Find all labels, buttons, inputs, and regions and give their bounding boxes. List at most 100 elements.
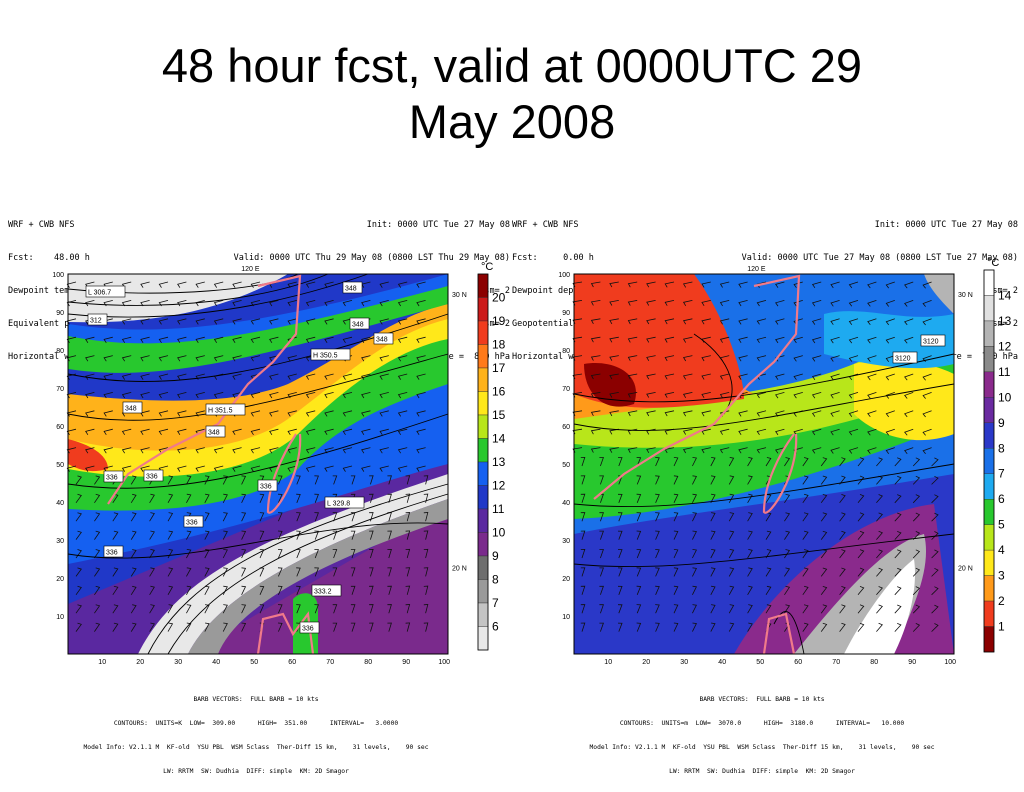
right-wind-barb [580, 604, 586, 614]
left-wind-barb [287, 428, 297, 436]
left-wind-barb [75, 604, 82, 614]
right-contour-label-box [892, 351, 918, 364]
left-x-tick-label: 70 [326, 659, 334, 666]
right-wind-barb [728, 493, 735, 503]
left-wind-barb [269, 300, 279, 307]
left-contour-label-text: 336 [302, 626, 314, 633]
left-wind-barb [94, 493, 101, 504]
left-wind-barb [416, 336, 426, 344]
right-wind-barb [820, 475, 828, 485]
right-wind-barb [747, 457, 753, 467]
left-wind-barb [241, 585, 247, 595]
right-wind-barb [931, 623, 939, 632]
right-wind-barb [775, 300, 785, 307]
right-header-init: Init: 0000 UTC Tue 27 May 08 [874, 220, 1018, 230]
right-contour-label-text: 3120 [923, 339, 939, 346]
right-wind-barb [655, 493, 660, 503]
left-wind-barb [66, 336, 77, 344]
right-contour-line [573, 533, 955, 568]
left-wind-barb [195, 447, 205, 454]
right-x-tick-label: 70 [832, 659, 840, 666]
left-wind-barb [222, 512, 228, 522]
right-wind-barb [876, 586, 883, 596]
right-wind-barb [580, 475, 586, 485]
left-wind-barb [103, 336, 113, 344]
right-wind-barb [802, 567, 809, 577]
left-coast-segment [266, 433, 302, 514]
right-wind-barb [885, 300, 895, 307]
right-wind-barb [682, 355, 693, 362]
right-wind-barb [857, 622, 865, 632]
right-colorbar-swatch [983, 600, 995, 627]
right-map-plot: 3120 3120 10 20 30 40 50 60 70 80 90 100 10 20 30 40 50 6… [558, 257, 1012, 666]
right-wind-barb [857, 586, 865, 596]
right-wind-barb [848, 336, 859, 344]
right-colorbar-swatch [983, 269, 995, 296]
left-wind-barb [204, 622, 210, 632]
right-wind-barb [590, 355, 601, 361]
right-wind-barb [857, 457, 865, 467]
right-wind-barb [756, 392, 767, 399]
left-contour-label-text: 333.2 [314, 589, 332, 596]
left-wind-barb [287, 465, 297, 472]
right-wind-barb [590, 410, 601, 416]
right-wind-barb [922, 428, 932, 436]
left-x-tick-label: 10 [98, 659, 106, 666]
left-contour-label-box [257, 479, 278, 492]
left-y-tick-label: 50 [56, 462, 64, 469]
right-wind-barb [710, 604, 716, 614]
left-wind-barb [103, 447, 113, 454]
left-wind-barb [277, 512, 283, 522]
left-lat-label: 20 N [452, 565, 467, 572]
left-wind-barb [314, 567, 319, 577]
left-wind-barb [369, 548, 374, 559]
right-wind-barb [692, 622, 698, 632]
right-wind-barb [609, 318, 619, 325]
right-colorbar-tick: 13 [998, 314, 1012, 328]
left-wind-barb [387, 530, 392, 540]
left-shade-band [68, 284, 448, 373]
right-wind-barb [931, 494, 939, 504]
right-wind-barb [912, 494, 921, 504]
right-colorbar-swatch [983, 626, 995, 653]
right-wind-barb [811, 300, 822, 307]
left-wind-barb [296, 604, 301, 614]
right-wind-barb [793, 428, 803, 436]
left-contour-label-text: 348 [208, 430, 220, 437]
right-wind-barb [894, 586, 902, 596]
right-wind-barb [701, 281, 711, 288]
left-contour-label-box [143, 469, 164, 482]
left-wind-barb [342, 410, 353, 417]
right-wind-barb [784, 512, 791, 522]
right-footer-model-info: Model Info: V2.1.1 M KF-old YSU PBL WSM … [589, 744, 935, 751]
right-wind-barb [839, 622, 846, 632]
left-wind-barb [416, 428, 426, 436]
left-wind-barb [130, 604, 137, 614]
left-footer-contours: CONTOURS: UNITS=K LOW= 309.00 HIGH= 351.… [113, 720, 399, 727]
left-y-tick-label: 30 [56, 538, 64, 545]
left-wind-barb [75, 585, 82, 596]
left-wind-barb [149, 585, 155, 596]
right-wind-barb [839, 549, 846, 559]
left-wind-barb [379, 300, 389, 307]
left-wind-barb [250, 355, 261, 362]
right-wind-barb [876, 622, 883, 632]
left-wind-barb [149, 493, 155, 504]
right-wind-barb [811, 281, 822, 289]
right-wind-barb [775, 373, 785, 380]
right-wind-barb [710, 585, 716, 595]
right-wind-barb [728, 604, 735, 614]
left-colorbar-swatch [477, 367, 489, 392]
left-wind-barb [204, 567, 210, 577]
left-wind-barb [397, 300, 408, 307]
left-wind-barb [269, 373, 279, 380]
left-wind-barb [423, 585, 429, 595]
left-map-plot: L 306.7 312 348 348 348 H 350.5 H 351.5 348 348 3… [52, 261, 505, 666]
left-x-tick-label: 90 [402, 659, 410, 666]
left-wind-barb [332, 549, 338, 559]
right-wind-barb [775, 392, 785, 399]
left-wind-barbs [66, 281, 429, 632]
left-contour-label: 336 [257, 479, 278, 492]
right-wind-barb [655, 530, 660, 540]
left-wind-barb [186, 585, 192, 595]
